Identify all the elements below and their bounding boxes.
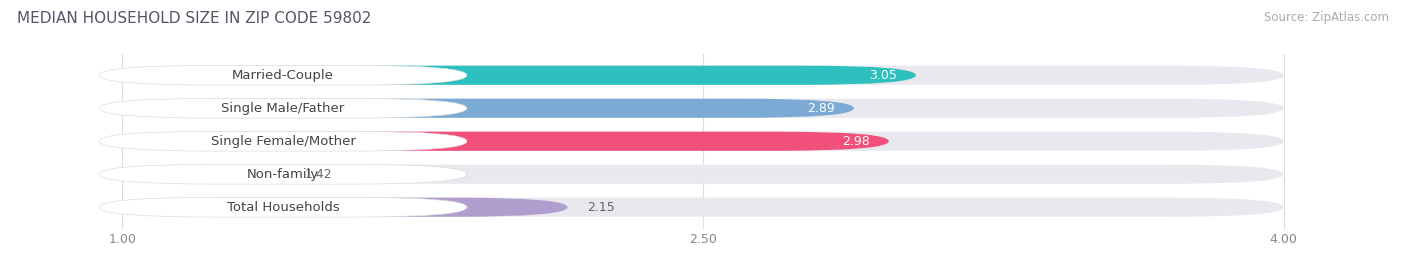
FancyBboxPatch shape (100, 131, 467, 151)
FancyBboxPatch shape (122, 99, 1284, 118)
Text: Total Households: Total Households (226, 201, 339, 214)
Text: 2.98: 2.98 (842, 135, 869, 148)
Text: Single Male/Father: Single Male/Father (221, 102, 344, 115)
Text: 2.15: 2.15 (586, 201, 614, 214)
Text: 2.89: 2.89 (807, 102, 835, 115)
FancyBboxPatch shape (122, 165, 1284, 184)
FancyBboxPatch shape (122, 198, 1284, 217)
FancyBboxPatch shape (122, 66, 1284, 85)
FancyBboxPatch shape (100, 164, 467, 184)
FancyBboxPatch shape (122, 132, 1284, 151)
Text: Single Female/Mother: Single Female/Mother (211, 135, 356, 148)
Text: Source: ZipAtlas.com: Source: ZipAtlas.com (1264, 11, 1389, 24)
FancyBboxPatch shape (122, 99, 853, 118)
FancyBboxPatch shape (100, 197, 467, 217)
Text: 1.42: 1.42 (304, 168, 332, 181)
Text: Non-family: Non-family (247, 168, 319, 181)
Text: MEDIAN HOUSEHOLD SIZE IN ZIP CODE 59802: MEDIAN HOUSEHOLD SIZE IN ZIP CODE 59802 (17, 11, 371, 26)
FancyBboxPatch shape (100, 98, 467, 118)
Text: Married-Couple: Married-Couple (232, 69, 335, 82)
FancyBboxPatch shape (122, 198, 568, 217)
FancyBboxPatch shape (122, 165, 285, 184)
Text: 3.05: 3.05 (869, 69, 897, 82)
FancyBboxPatch shape (122, 66, 915, 85)
FancyBboxPatch shape (122, 132, 889, 151)
FancyBboxPatch shape (100, 65, 467, 85)
